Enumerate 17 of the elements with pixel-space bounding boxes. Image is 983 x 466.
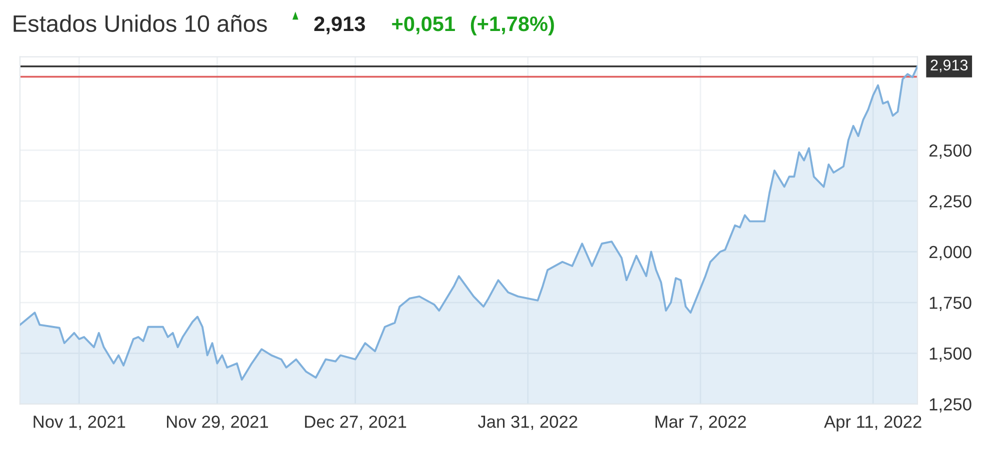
y-tick-label: 1,750 <box>930 296 972 312</box>
text: (+1,78%) <box>470 16 554 36</box>
x-tick-label: Apr 11, 2022 <box>824 416 922 432</box>
y-tick-label: 2,500 <box>929 144 972 159</box>
text: 2,913 <box>314 16 365 34</box>
y-tick-label: 1,250 <box>930 398 972 413</box>
x-tick-label: Mar 7, 2022 <box>656 416 746 430</box>
x-tick-label: Nov 29, 2021 <box>166 416 268 430</box>
chart-title: Estados Unidos 10 años <box>14 14 267 32</box>
y-tick-label: 2,000 <box>929 246 972 260</box>
x-tick-label: Dec 27, 2021 <box>305 416 406 430</box>
y-tick-label: 2,250 <box>929 195 972 210</box>
x-tick-label: Jan 31, 2022 <box>478 416 578 430</box>
x-tick-label: Nov 1, 2021 <box>34 416 126 430</box>
ref-line-label: 2,913 <box>930 60 968 72</box>
y-tick-label: 1,500 <box>930 347 972 362</box>
text: +0,051 <box>392 16 455 34</box>
